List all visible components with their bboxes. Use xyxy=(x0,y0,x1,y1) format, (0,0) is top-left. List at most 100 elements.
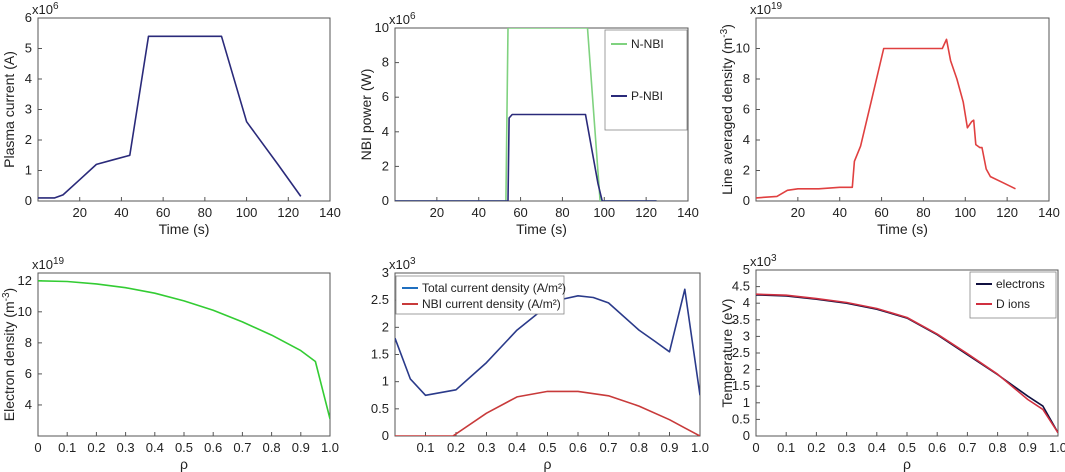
y-tick-label: 4 xyxy=(25,397,32,412)
legend-label: N-NBI xyxy=(631,37,664,51)
x-axis-label: Time (s) xyxy=(877,221,928,237)
y-tick-label: 2 xyxy=(743,362,750,377)
legend-box xyxy=(604,29,688,131)
legend-label: electrons xyxy=(996,277,1045,291)
series-line xyxy=(395,113,657,201)
x-tick-label: 0.4 xyxy=(146,440,164,455)
chart-4: 0 0.1 0.2 0.3 0.4 0.5 0.6 0.7 0.8 0.9 1.0 4 6 8 10 12 ρ E… xyxy=(1,256,339,472)
x-tick-label: 0.7 xyxy=(233,440,251,455)
chart-2: 20 40 60 80 100 120 140 0 2 4 6 8 10 Time (s) NBI powe… xyxy=(358,11,699,237)
x-tick-label: 0.4 xyxy=(868,440,886,455)
y-tick-label: 1.5 xyxy=(371,347,389,362)
y-axis-label: Line averaged density (m-3) xyxy=(719,24,735,195)
x-tick-label: 140 xyxy=(677,205,699,220)
x-tick-label: 40 xyxy=(832,205,846,220)
x-tick-label: 0.2 xyxy=(807,440,825,455)
x-tick-label: 0.7 xyxy=(958,440,976,455)
y-tick-label: 0 xyxy=(743,193,750,208)
y-axis-label: Temperature (eV) xyxy=(719,299,735,408)
x-tick-label: 0.5 xyxy=(175,440,193,455)
x-tick-label: 0.3 xyxy=(838,440,856,455)
x-tick-label: 0.2 xyxy=(447,440,465,455)
x-tick-label: 20 xyxy=(430,205,444,220)
x-tick-label: 0.5 xyxy=(898,440,916,455)
y-tick-label: 2.5 xyxy=(371,292,389,307)
y-tick-label: 4 xyxy=(25,71,32,86)
y-tick-label: 1 xyxy=(382,374,389,389)
axis-multiplier: x1019 xyxy=(750,1,783,17)
y-tick-label: 0 xyxy=(743,428,750,443)
series-line xyxy=(395,288,700,397)
x-tick-label: 140 xyxy=(1038,205,1060,220)
chart-6: 0 0.1 0.2 0.3 0.4 0.5 0.6 0.7 0.8 0.9 1.000.511.52… xyxy=(719,253,1065,472)
series-line xyxy=(756,38,1016,199)
x-tick-label: 120 xyxy=(635,205,657,220)
y-tick-label: 12 xyxy=(18,273,32,288)
x-tick-label: 60 xyxy=(156,205,170,220)
x-tick-label: 20 xyxy=(791,205,805,220)
plot-frame xyxy=(37,272,331,437)
y-tick-label: 6 xyxy=(382,89,389,104)
x-tick-label: 140 xyxy=(319,205,341,220)
series-line xyxy=(756,293,1058,434)
y-tick-label: 3 xyxy=(382,265,389,280)
x-tick-label: 0.6 xyxy=(928,440,946,455)
legend-label: D ions xyxy=(996,297,1030,311)
x-tick-label: 1.0 xyxy=(691,440,709,455)
x-tick-label: 40 xyxy=(114,205,128,220)
y-tick-label: 6 xyxy=(25,10,32,25)
legend-label: NBI current density (A/m²) xyxy=(422,297,561,311)
x-tick-label: 0.1 xyxy=(58,440,76,455)
y-tick-label: 6 xyxy=(25,366,32,381)
axis-multiplier: x1019 xyxy=(32,256,65,272)
plot-frame xyxy=(37,17,331,202)
y-tick-label: 4.5 xyxy=(732,279,750,294)
x-tick-label: 100 xyxy=(236,205,258,220)
x-tick-label: 80 xyxy=(916,205,930,220)
y-tick-label: 5 xyxy=(25,41,32,56)
y-axis-label: NBI power (W) xyxy=(358,69,374,161)
x-tick-label: 0.8 xyxy=(989,440,1007,455)
x-tick-label: 0.9 xyxy=(660,440,678,455)
y-tick-label: 1 xyxy=(25,163,32,178)
y-tick-label: 4 xyxy=(743,295,750,310)
series-line xyxy=(395,390,700,436)
y-tick-label: 4 xyxy=(743,132,750,147)
x-tick-label: 0 xyxy=(752,440,759,455)
y-tick-label: 8 xyxy=(743,71,750,86)
y-tick-label: 1.5 xyxy=(732,378,750,393)
x-tick-label: 0.1 xyxy=(777,440,795,455)
x-tick-label: 0.5 xyxy=(538,440,556,455)
x-tick-label: 120 xyxy=(277,205,299,220)
series-line xyxy=(38,280,330,420)
y-tick-label: 6 xyxy=(743,102,750,117)
x-tick-label: 80 xyxy=(555,205,569,220)
legend-label: P-NBI xyxy=(631,89,663,103)
legend-box xyxy=(395,275,565,315)
chart-1: 20 40 60 80 100 120 140 0 1 2 3 4 5 6 Time (s) Plasma c… xyxy=(1,1,341,237)
y-tick-label: 0 xyxy=(25,193,32,208)
x-tick-label: 60 xyxy=(874,205,888,220)
x-tick-label: 0.2 xyxy=(87,440,105,455)
y-tick-label: 0.5 xyxy=(732,411,750,426)
y-tick-label: 5 xyxy=(743,262,750,277)
x-tick-label: 0.6 xyxy=(204,440,222,455)
x-tick-label: 80 xyxy=(198,205,212,220)
y-tick-label: 2 xyxy=(743,163,750,178)
y-tick-label: 2 xyxy=(382,319,389,334)
axis-multiplier: x106 xyxy=(389,11,416,27)
x-tick-label: 60 xyxy=(513,205,527,220)
y-tick-label: 0 xyxy=(382,428,389,443)
x-axis-label: ρ xyxy=(903,456,911,472)
y-tick-label: 0.5 xyxy=(371,401,389,416)
axis-multiplier: x103 xyxy=(389,256,416,272)
y-tick-label: 3 xyxy=(743,328,750,343)
y-tick-label: 8 xyxy=(382,55,389,70)
y-tick-label: 0 xyxy=(382,193,389,208)
x-tick-label: 0.7 xyxy=(599,440,617,455)
x-tick-label: 0.6 xyxy=(569,440,587,455)
x-axis-label: Time (s) xyxy=(159,221,210,237)
axis-multiplier: x106 xyxy=(32,1,59,17)
y-tick-label: 2 xyxy=(25,132,32,147)
